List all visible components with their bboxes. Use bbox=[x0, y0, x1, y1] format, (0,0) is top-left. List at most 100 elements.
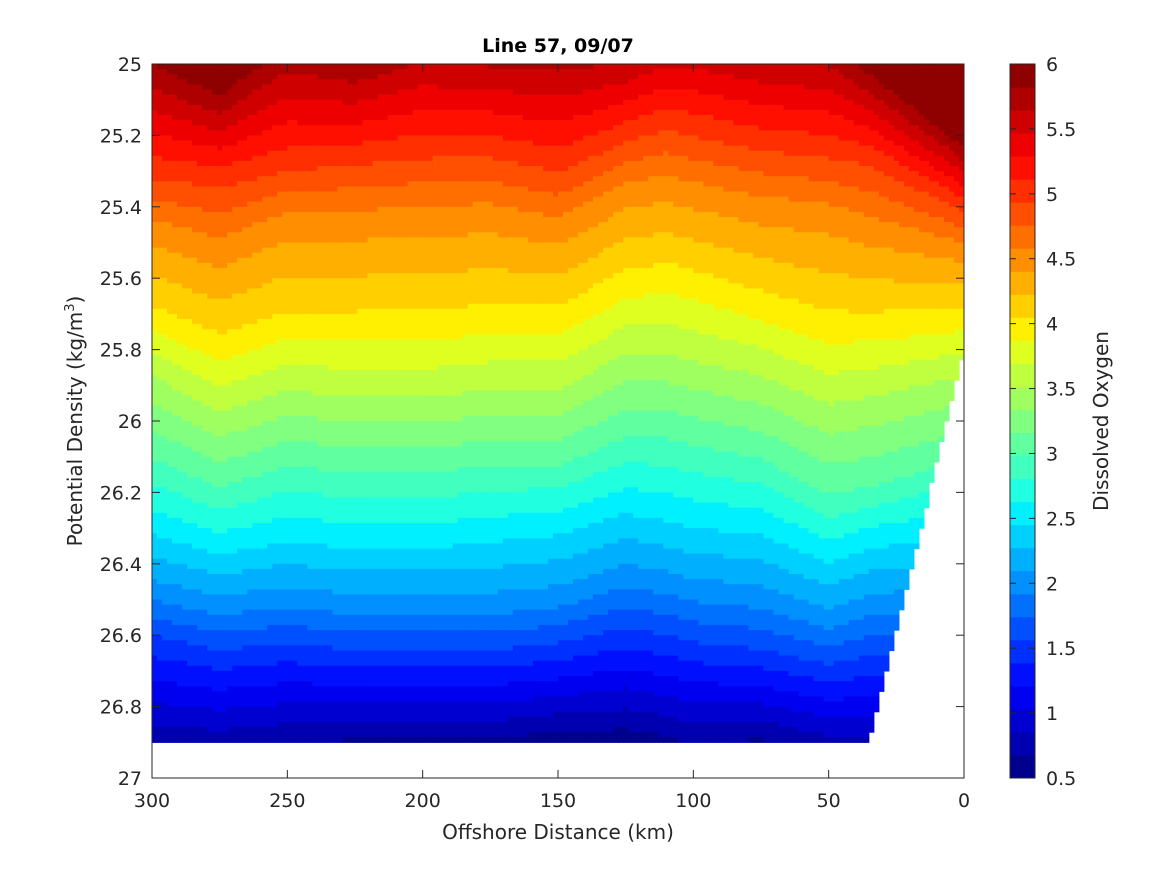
contour-cell bbox=[237, 257, 243, 264]
contour-cell bbox=[302, 308, 308, 315]
contour-cell bbox=[272, 247, 278, 254]
contour-cell bbox=[332, 319, 339, 325]
contour-cell bbox=[262, 375, 268, 381]
contour-cell bbox=[162, 268, 168, 274]
contour-cell bbox=[307, 625, 313, 631]
contour-cell bbox=[182, 579, 188, 585]
contour-cell bbox=[337, 268, 344, 274]
contour-cell bbox=[272, 217, 278, 223]
contour-cell bbox=[327, 370, 334, 376]
contour-cell bbox=[322, 395, 329, 402]
contour-cell bbox=[297, 451, 303, 458]
contour-cell bbox=[222, 211, 228, 218]
contour-cell bbox=[162, 247, 168, 254]
contour-cell bbox=[177, 385, 183, 391]
contour-cell bbox=[202, 466, 208, 473]
contour-cell bbox=[237, 171, 243, 177]
contour-cell bbox=[167, 451, 173, 458]
contour-cell bbox=[207, 533, 213, 539]
contour-cell bbox=[267, 278, 273, 284]
contour-cell bbox=[327, 130, 334, 136]
contour-cell bbox=[297, 614, 303, 621]
contour-cell bbox=[307, 69, 313, 75]
contour-cell bbox=[237, 594, 243, 601]
contour-cell bbox=[252, 232, 258, 238]
contour-cell bbox=[212, 247, 218, 254]
contour-cell bbox=[322, 614, 329, 621]
contour-cell bbox=[242, 670, 248, 677]
contour-cell bbox=[287, 681, 293, 687]
contour-cell bbox=[157, 273, 163, 279]
contour-cell bbox=[327, 324, 334, 330]
contour-cell bbox=[232, 74, 238, 80]
contour-cell bbox=[212, 196, 218, 203]
contour-cell bbox=[272, 523, 278, 529]
contour-cell bbox=[182, 737, 188, 743]
contour-cell bbox=[152, 410, 158, 417]
contour-cell bbox=[167, 528, 173, 534]
contour-cell bbox=[227, 242, 233, 249]
contour-cell bbox=[162, 206, 168, 213]
contour-cell bbox=[267, 543, 273, 550]
contour-cell bbox=[222, 502, 228, 509]
contour-cell bbox=[167, 293, 173, 300]
contour-cell bbox=[227, 737, 233, 743]
contour-cell bbox=[307, 84, 313, 91]
contour-cell bbox=[232, 584, 238, 590]
contour-cell bbox=[287, 247, 293, 254]
contour-cell bbox=[242, 313, 248, 320]
contour-cell bbox=[232, 329, 238, 335]
contour-cell bbox=[242, 211, 248, 218]
contour-cell bbox=[277, 604, 283, 611]
contour-cell bbox=[172, 604, 178, 611]
contour-cell bbox=[307, 344, 313, 351]
contour-cell bbox=[277, 625, 283, 631]
contour-cell bbox=[327, 268, 334, 274]
contour-cell bbox=[172, 405, 178, 412]
contour-cell bbox=[332, 405, 339, 412]
contour-cell bbox=[312, 84, 319, 91]
contour-cell bbox=[192, 171, 198, 177]
contour-cell bbox=[252, 472, 258, 478]
contour-cell bbox=[217, 237, 223, 244]
contour-cell bbox=[217, 625, 223, 631]
contour-cell bbox=[217, 191, 223, 198]
contour-cell bbox=[177, 273, 183, 279]
contour-cell bbox=[182, 660, 188, 667]
contour-cell bbox=[252, 196, 258, 203]
contour-cell bbox=[212, 502, 218, 509]
contour-cell bbox=[187, 252, 193, 259]
contour-cell bbox=[167, 135, 173, 142]
contour-cell bbox=[247, 461, 253, 468]
contour-cell bbox=[257, 324, 263, 330]
contour-cell bbox=[322, 523, 329, 529]
contour-cell bbox=[317, 273, 324, 279]
contour-cell bbox=[262, 390, 268, 397]
contour-cell bbox=[322, 665, 329, 672]
contour-cell bbox=[177, 670, 183, 677]
contour-cell bbox=[152, 421, 158, 427]
contour-cell bbox=[322, 334, 329, 340]
contour-cell bbox=[292, 523, 298, 529]
contour-cell bbox=[207, 512, 213, 519]
contour-cell bbox=[217, 196, 223, 203]
contour-cell bbox=[292, 431, 298, 437]
contour-cell bbox=[272, 145, 278, 152]
contour-cell bbox=[217, 324, 223, 330]
contour-cell bbox=[307, 74, 313, 80]
contour-cell bbox=[322, 594, 329, 601]
contour-cell bbox=[237, 115, 243, 121]
contour-cell bbox=[302, 242, 308, 249]
contour-cell bbox=[242, 344, 248, 351]
contour-cell bbox=[327, 354, 334, 361]
contour-cell bbox=[252, 84, 258, 91]
contour-cell bbox=[257, 364, 263, 371]
contour-cell bbox=[207, 242, 213, 249]
contour-cell bbox=[322, 329, 329, 335]
contour-cell bbox=[152, 329, 158, 335]
contour-cell bbox=[257, 466, 263, 473]
contour-cell bbox=[292, 716, 298, 723]
contour-cell bbox=[237, 635, 243, 641]
contour-cell bbox=[232, 594, 238, 601]
contour-cell bbox=[217, 390, 223, 397]
